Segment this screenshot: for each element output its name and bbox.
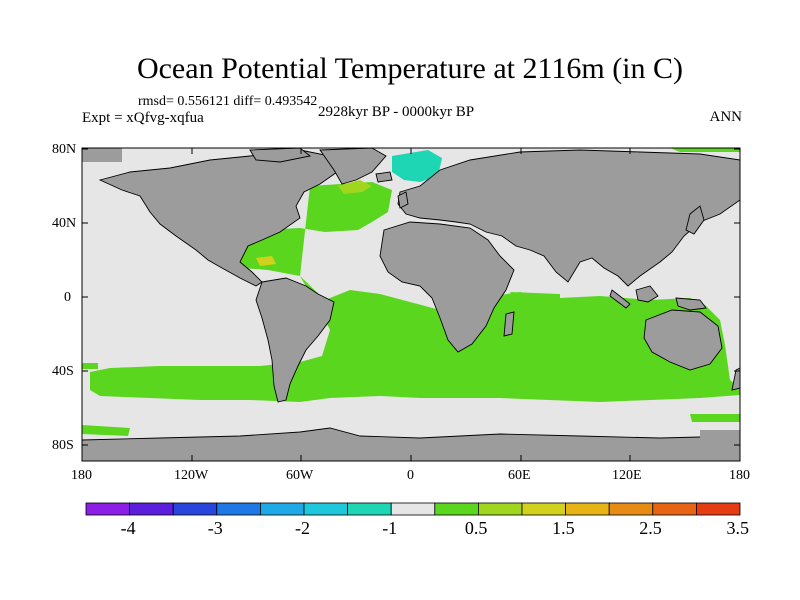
lon-label-180w: 180 (71, 468, 92, 483)
colorbar-label: 0.5 (464, 518, 488, 538)
warmer-patch-caribbean (256, 256, 276, 266)
land-british-isles (397, 191, 409, 209)
lat-label-0: 0 (64, 290, 71, 305)
lon-label-120w: 120W (174, 468, 209, 483)
land-japan (685, 205, 705, 235)
colorbar-label: 2.5 (639, 518, 662, 538)
season-label: ANN (709, 109, 743, 125)
lon-label-60e: 60E (508, 468, 531, 483)
colorbar-label: -1 (382, 518, 398, 538)
colorbar-label: -4 (120, 518, 136, 538)
lat-label-40n: 40N (52, 216, 77, 231)
colorbar-label: 1.5 (552, 518, 575, 538)
warm-anomaly-arctic-strip (670, 148, 740, 152)
lon-label-60w: 60W (286, 468, 314, 483)
land-eurasia (397, 149, 740, 287)
lon-label-0: 0 (407, 468, 414, 483)
colorbar-label: -3 (207, 518, 223, 538)
land-africa (379, 221, 515, 353)
land-sumatra (609, 289, 631, 309)
axis-ticks (81, 148, 741, 461)
land-borneo (635, 285, 659, 303)
lat-label-80s: 80S (52, 438, 74, 453)
warm-anomaly-indian-strip (510, 292, 560, 300)
experiment-label: Expt = xQfvg-xqfua (82, 110, 204, 126)
land-iceland (375, 171, 393, 183)
colorbar-label: -2 (295, 518, 310, 538)
land-new-zealand (731, 367, 740, 391)
lon-label-180e: 180 (729, 468, 750, 483)
lat-label-40s: 40S (52, 364, 74, 379)
map-title: Ocean Potential Temperature at 2116m (in… (136, 52, 684, 85)
warm-anomaly-south-pacific-edge (82, 363, 98, 369)
land-madagascar (503, 311, 515, 337)
land-masses (82, 148, 740, 461)
time-period-label: 2928kyr BP - 0000kyr BP (318, 104, 475, 120)
land-antarctica (82, 427, 740, 461)
warm-anomaly-southern-strip-east (690, 414, 740, 422)
colorbar-label: 3.5 (726, 518, 750, 538)
rmsd-diff-stats: rmsd= 0.556121 diff= 0.493542 (138, 94, 318, 109)
land-south-america (255, 277, 335, 403)
land-greenland (319, 148, 387, 185)
warmer-patch-north-atlantic (338, 180, 372, 194)
lon-label-120e: 120E (612, 468, 642, 483)
land-australia (643, 309, 723, 371)
lat-label-80n: 80N (52, 142, 77, 157)
cool-anomaly-nordic-seas (392, 150, 442, 182)
land-new-guinea (675, 297, 707, 311)
warm-anomaly-southern-strip (82, 425, 130, 436)
